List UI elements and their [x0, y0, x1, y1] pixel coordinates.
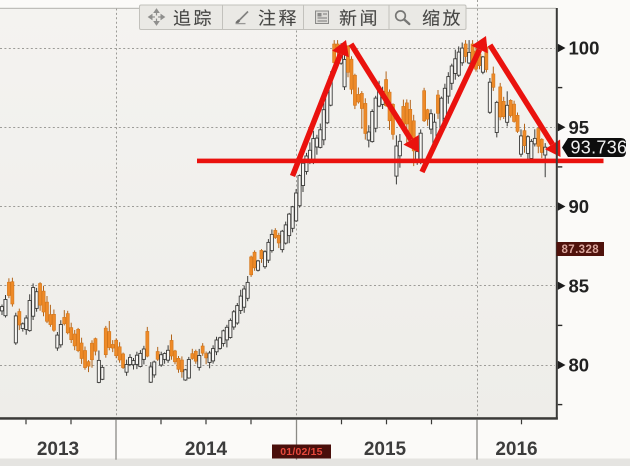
svg-text:2014: 2014: [185, 439, 228, 460]
svg-text:2013: 2013: [37, 439, 79, 460]
svg-text:2016: 2016: [495, 439, 537, 460]
svg-text:87.328: 87.328: [562, 244, 600, 256]
svg-text:01/02/15: 01/02/15: [280, 446, 322, 458]
svg-text:100: 100: [569, 38, 600, 59]
svg-text:80: 80: [569, 355, 590, 376]
svg-text:85: 85: [569, 275, 590, 296]
svg-text:2015: 2015: [364, 439, 407, 460]
svg-text:90: 90: [569, 196, 590, 217]
svg-text:95: 95: [569, 117, 590, 138]
svg-text:93.736: 93.736: [571, 137, 628, 157]
